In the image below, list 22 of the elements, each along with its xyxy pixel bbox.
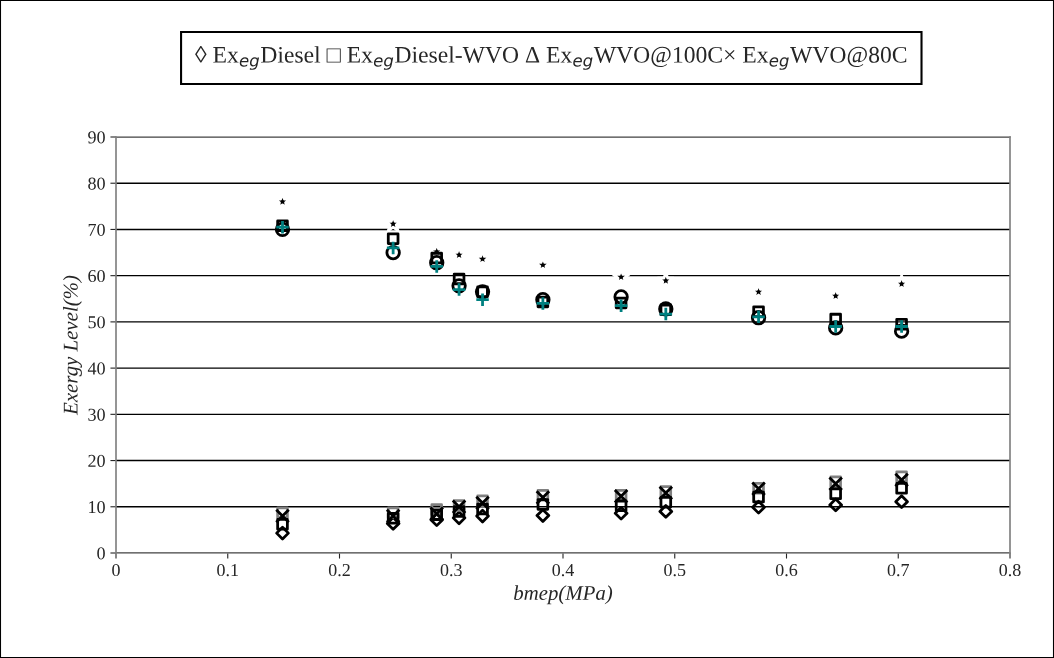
x-axis-title: bmep(MPa): [514, 585, 613, 605]
y-tick-label: 0: [97, 547, 105, 560]
x-tick-label: 0.7: [887, 563, 910, 577]
y-tick-label: 30: [88, 408, 105, 421]
x-tick-label: 0.3: [440, 563, 462, 577]
y-tick-label: 80: [88, 177, 105, 190]
y-tick-label: 10: [89, 501, 105, 514]
y-tick-label: 90: [88, 131, 105, 144]
y-tick-label: 40: [87, 362, 105, 375]
text: ◊ Ex$_{eg}$Diesel □ Ex$_{eg}$Diesel-WVO Δ Ex$_{eg}$WVO@100C× Ex$_{eg}$WVO@80C: [195, 45, 907, 70]
y-tick-label: 60: [88, 269, 105, 283]
x-tick-label: 0: [112, 563, 120, 577]
x-tick-label: 0.4: [552, 563, 574, 577]
y-tick-label: 70: [88, 223, 105, 236]
x-tick-label: 0.5: [664, 563, 686, 577]
y-axis-title: Exergy Level(%): [63, 275, 82, 416]
y-tick-label: 50: [88, 316, 105, 329]
x-tick-label: 0.8: [999, 563, 1021, 577]
y-tick-label: 20: [88, 454, 105, 467]
x-tick-label: 0.6: [775, 563, 798, 577]
x-tick-label: 0.1: [217, 563, 238, 577]
x-tick-label: 0.2: [328, 563, 350, 577]
